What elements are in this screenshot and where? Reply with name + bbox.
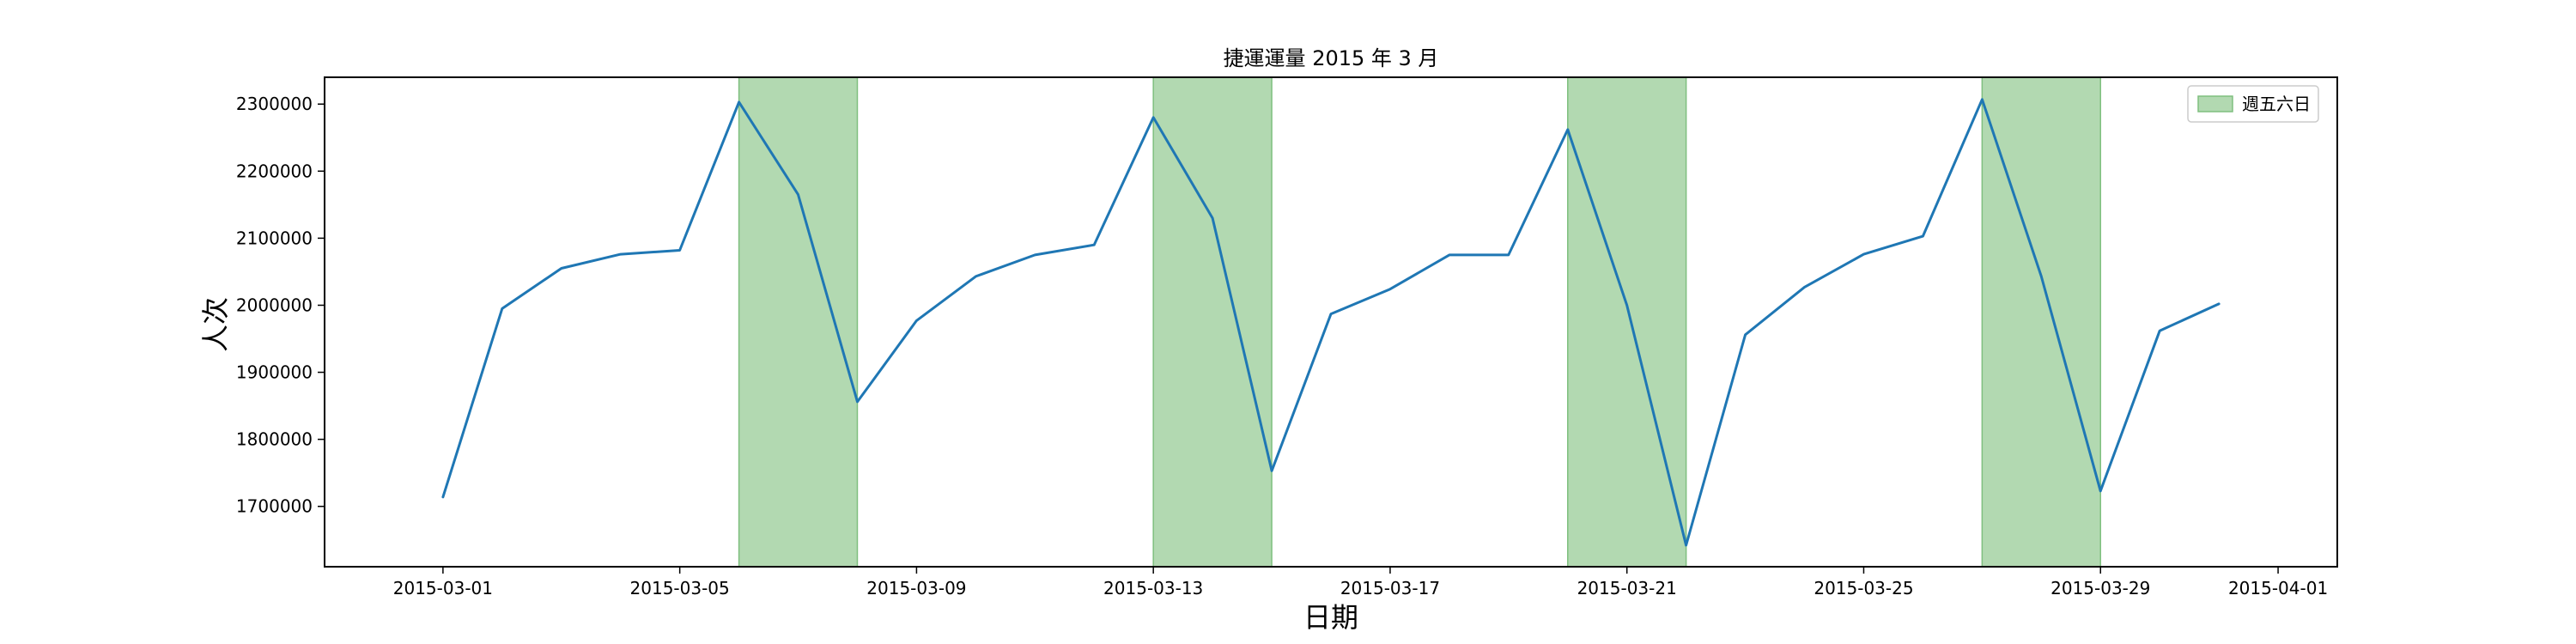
x-tick-label: 2015-03-29 <box>2050 578 2150 598</box>
x-tick-label: 2015-03-13 <box>1103 578 1203 598</box>
weekend-span-3 <box>1567 76 1687 568</box>
y-tick-label: 1800000 <box>236 429 313 450</box>
legend: 週五六日 <box>2187 85 2319 123</box>
plot-area-frame <box>324 76 2338 568</box>
weekend-span-2 <box>1152 76 1273 568</box>
ridership-line <box>441 98 2221 547</box>
x-axis-label: 日期 <box>1303 601 1358 634</box>
y-tick-label: 2300000 <box>236 94 313 114</box>
x-tick-label: 2015-03-05 <box>630 578 730 598</box>
y-axis-ticks: 1700000 1800000 1900000 2000000 2100000 22000… <box>236 94 325 517</box>
x-tick-label: 2015-03-09 <box>866 578 966 598</box>
weekend-highlight-spans <box>738 76 2101 568</box>
legend-label: 週五六日 <box>2242 94 2311 114</box>
x-tick-label: 2015-03-21 <box>1577 578 1677 598</box>
y-tick-label: 1900000 <box>236 362 313 383</box>
y-tick-label: 1700000 <box>236 496 313 517</box>
chart-title: 捷運運量 2015 年 3 月 <box>1224 46 1439 70</box>
x-tick-label: 2015-03-17 <box>1340 578 1440 598</box>
y-tick-label: 2000000 <box>236 295 313 315</box>
x-tick-label: 2015-03-01 <box>393 578 493 598</box>
x-tick-label: 2015-03-25 <box>1814 578 1913 598</box>
legend-box <box>2187 85 2319 123</box>
y-tick-label: 2200000 <box>236 161 313 181</box>
x-tick-label: 2015-04-01 <box>2228 578 2328 598</box>
y-tick-label: 2100000 <box>236 228 313 248</box>
y-axis-label: 人次 <box>199 297 232 352</box>
weekend-span-1 <box>738 76 859 568</box>
x-axis-ticks: 2015-03-01 2015-03-05 2015-03-09 2015-03-13… <box>393 567 2328 598</box>
legend-swatch <box>2197 95 2233 112</box>
